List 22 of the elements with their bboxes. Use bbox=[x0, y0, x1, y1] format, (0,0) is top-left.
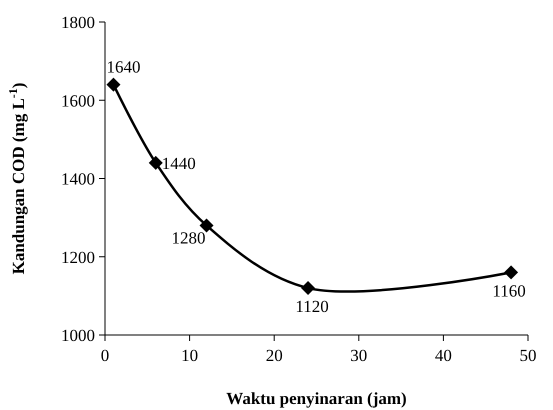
x-tick-label: 0 bbox=[100, 346, 110, 365]
point bbox=[504, 265, 518, 280]
x-tick-label: 50 bbox=[520, 346, 536, 365]
y-tick-label: 1200 bbox=[61, 248, 95, 267]
point bbox=[301, 281, 316, 296]
point bbox=[148, 156, 163, 170]
x-tick-label: 20 bbox=[266, 346, 283, 365]
y-tick-label: 1400 bbox=[61, 170, 95, 188]
data-label: 1280 bbox=[172, 228, 206, 248]
point bbox=[106, 78, 120, 92]
point bbox=[200, 218, 214, 232]
y-tick-label: 1000 bbox=[61, 326, 95, 345]
data-label: 1440 bbox=[162, 154, 196, 173]
data-label: 1160 bbox=[492, 281, 526, 300]
x-tick-label: 30 bbox=[350, 346, 368, 365]
x-tick-label: 40 bbox=[434, 346, 452, 365]
data-label: 1640 bbox=[106, 58, 140, 77]
y-tick-label: 1800 bbox=[61, 13, 95, 32]
x-tick-label: 10 bbox=[181, 346, 198, 365]
y-tick-label: 1600 bbox=[61, 91, 95, 110]
x-axis-title: Waktu penyinaran (jam) bbox=[226, 389, 407, 408]
data-label: 1120 bbox=[295, 297, 329, 316]
